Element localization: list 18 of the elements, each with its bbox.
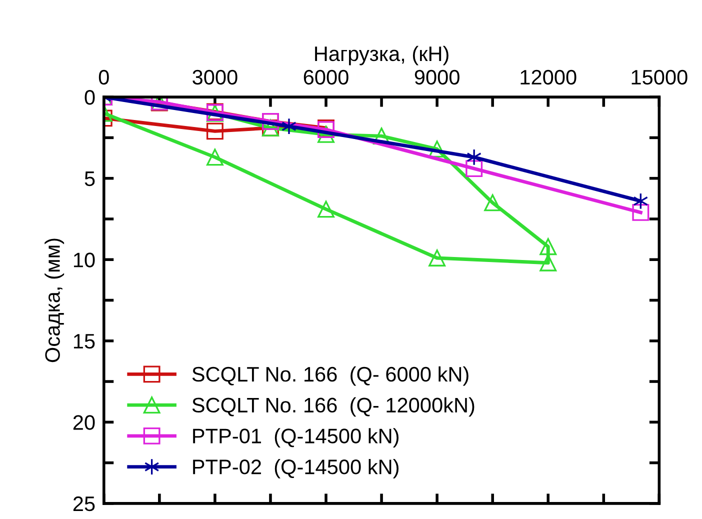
y-tick-label: 15 — [74, 334, 95, 349]
legend-label: PTP-02 (Q-14500 kN) — [193, 459, 399, 478]
x-tick-label: 15000 — [632, 70, 688, 85]
y-tick-label: 25 — [73, 496, 95, 512]
legend-label: SCQLT No. 166 (Q- 6000 kN) — [192, 366, 468, 386]
y-tick-label: 5 — [84, 172, 95, 186]
x-tick-label: 9000 — [414, 70, 460, 85]
x-tick-label: 0 — [98, 70, 109, 85]
legend-label: PTP-01 (Q-14500 kN) — [193, 428, 399, 448]
x-axis-title: Нагрузка, (кН) — [315, 46, 448, 66]
x-tick-label: 3000 — [192, 70, 238, 85]
y-tick-label: 10 — [74, 252, 95, 268]
y-tick-label: 20 — [73, 415, 95, 430]
x-tick-label: 6000 — [304, 70, 348, 85]
x-tick-label: 12000 — [520, 70, 576, 85]
y-tick-label: 0 — [84, 90, 95, 105]
y-axis-title: Осадка, (мм) — [44, 238, 64, 362]
legend-label: SCQLT No. 166 (Q- 12000kN) — [192, 397, 474, 417]
